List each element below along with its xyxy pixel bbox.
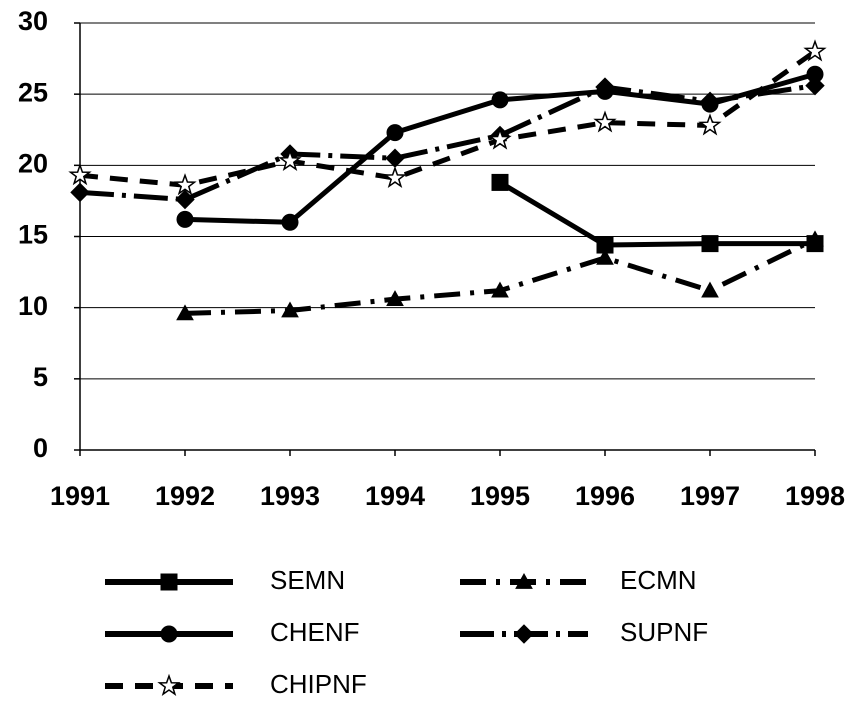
y-tick-label: 25	[18, 77, 48, 107]
marker	[160, 625, 178, 643]
legend-label: CHENF	[270, 617, 360, 647]
y-tick-label: 5	[33, 362, 48, 392]
legend-label: SUPNF	[620, 617, 708, 647]
x-tick-label: 1994	[365, 481, 425, 511]
x-tick-label: 1997	[680, 481, 740, 511]
marker	[70, 182, 90, 203]
x-tick-label: 1992	[155, 481, 215, 511]
legend-label: CHIPNF	[270, 669, 367, 699]
legend-label: ECMN	[620, 565, 697, 595]
marker	[488, 127, 512, 150]
marker	[700, 91, 720, 111]
series-line	[79, 83, 816, 202]
marker	[805, 75, 825, 96]
marker	[68, 163, 92, 186]
marker	[515, 572, 533, 589]
marker	[176, 210, 194, 228]
marker	[803, 39, 827, 62]
marker	[385, 148, 405, 168]
marker	[278, 148, 302, 172]
marker	[160, 573, 178, 591]
marker	[595, 77, 615, 97]
marker	[176, 304, 194, 321]
marker	[383, 165, 407, 189]
marker	[698, 113, 722, 136]
y-tick-label: 10	[18, 291, 48, 321]
marker	[593, 110, 617, 133]
marker	[596, 248, 614, 265]
marker	[491, 281, 509, 298]
series-line	[184, 237, 817, 316]
marker	[173, 173, 197, 196]
series-line	[498, 180, 815, 248]
marker	[281, 301, 299, 318]
marker	[386, 124, 404, 142]
marker	[386, 290, 404, 307]
marker	[281, 213, 299, 231]
marker	[701, 281, 719, 298]
y-tick-label: 20	[18, 148, 48, 178]
marker	[491, 173, 509, 191]
marker	[806, 230, 824, 247]
marker	[157, 673, 181, 696]
x-tick-label: 1996	[575, 481, 635, 511]
x-tick-label: 1998	[785, 481, 845, 511]
x-tick-label: 1991	[50, 481, 110, 511]
x-tick-label: 1993	[260, 481, 320, 511]
y-tick-label: 30	[18, 6, 48, 36]
marker	[491, 91, 509, 109]
series-line	[79, 49, 817, 188]
legend-label: SEMN	[270, 565, 345, 595]
marker	[175, 189, 195, 210]
marker	[514, 624, 534, 644]
y-tick-label: 15	[18, 220, 48, 250]
y-tick-label: 0	[33, 433, 48, 463]
x-tick-label: 1995	[470, 481, 530, 511]
marker	[701, 235, 719, 253]
